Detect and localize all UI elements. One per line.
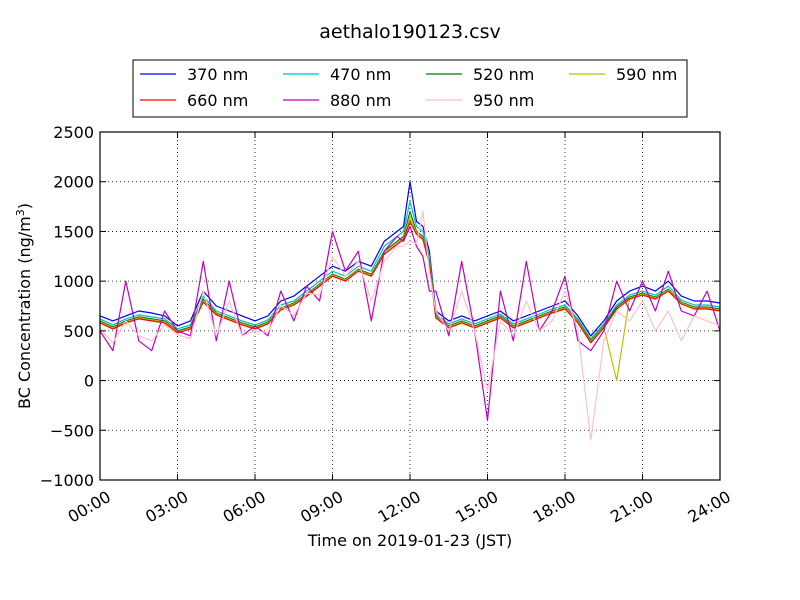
legend-label-590-nm: 590 nm — [616, 65, 677, 84]
x-tick-label: 12:00 — [375, 487, 424, 527]
chart-title: aethalo190123.csv — [319, 21, 501, 43]
y-tick-label: 1000 — [53, 272, 94, 291]
y-tick-label: 2000 — [53, 173, 94, 192]
y-axis-label-main: BC Concentration (ng/m — [15, 216, 34, 409]
series-line-590-nm — [99, 215, 721, 382]
tick-marks — [99, 131, 721, 481]
x-axis-label: Time on 2019-01-23 (JST) — [307, 531, 512, 550]
legend-label-950-nm: 950 nm — [473, 91, 534, 110]
x-tick-label: 21:00 — [607, 487, 656, 527]
x-tick-label: 06:00 — [220, 487, 269, 527]
y-tick-label: 500 — [63, 322, 94, 341]
series-line-950-nm — [99, 210, 721, 441]
series-line-660-nm — [99, 220, 721, 344]
y-axis-label: BC Concentration (ng/m3) — [14, 203, 34, 409]
y-tick-label: 1500 — [53, 222, 94, 241]
y-tick-labels: −1000 −500 0 500 1000 1500 2000 2500 — [40, 123, 94, 490]
x-tick-label: 24:00 — [685, 487, 734, 527]
series-line-520-nm — [99, 210, 721, 342]
y-tick-label: 2500 — [53, 123, 94, 142]
legend-label-520-nm: 520 nm — [473, 65, 534, 84]
y-tick-label: −500 — [50, 421, 94, 440]
y-tick-label: 0 — [84, 372, 94, 391]
legend-label-470-nm: 470 nm — [330, 65, 391, 84]
y-axis-label-superscript: 3 — [14, 209, 27, 216]
series-layer — [99, 181, 721, 441]
legend: 370 nm 470 nm 520 nm 590 nm 660 nm 880 nm 950 … — [132, 59, 688, 118]
legend-box — [132, 59, 688, 118]
y-axis-label-close: ) — [15, 203, 34, 209]
y-tick-label: −1000 — [40, 471, 94, 490]
series-line-880-nm — [99, 225, 721, 421]
x-tick-label: 03:00 — [142, 487, 191, 527]
legend-label-660-nm: 660 nm — [187, 91, 248, 110]
legend-label-370-nm: 370 nm — [187, 65, 248, 84]
x-tick-label: 15:00 — [452, 487, 501, 527]
x-tick-labels: 00:00 03:00 06:00 09:00 12:00 15:00 18:00 21:00… — [65, 487, 734, 527]
x-tick-label: 09:00 — [297, 487, 346, 527]
legend-label-880-nm: 880 nm — [330, 91, 391, 110]
x-tick-label: 00:00 — [65, 487, 114, 527]
x-tick-label: 18:00 — [530, 487, 579, 527]
plot-area — [99, 131, 721, 481]
